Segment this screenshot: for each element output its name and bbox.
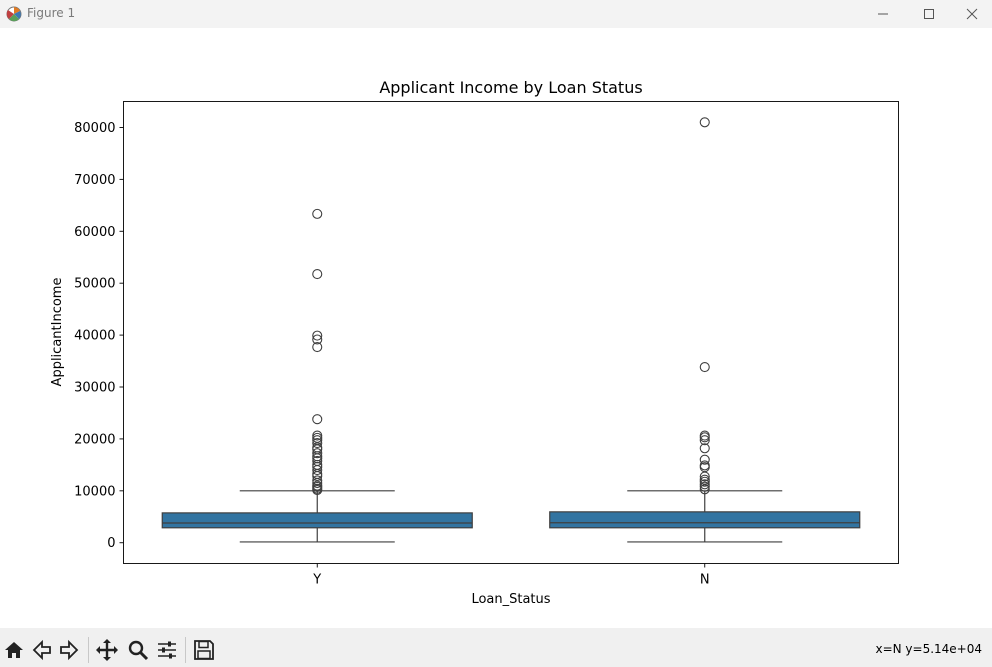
iqr-box — [161, 512, 473, 529]
save-button[interactable] — [192, 638, 216, 662]
zoom-button[interactable] — [126, 638, 150, 662]
forward-icon — [60, 639, 79, 661]
pan-icon — [96, 639, 118, 661]
outlier-point — [699, 435, 710, 446]
outlier-point — [312, 435, 323, 446]
y-tick-label: 80000 — [74, 121, 115, 136]
save-icon — [194, 640, 214, 660]
x-tick-label: N — [700, 573, 710, 588]
outlier-point — [312, 208, 323, 219]
outlier-point — [699, 443, 710, 454]
outlier-point — [312, 432, 323, 443]
chart-title: Applicant Income by Loan Status — [379, 78, 642, 97]
window-title: Figure 1 — [27, 6, 76, 20]
window-titlebar: Figure 1 — [0, 0, 992, 28]
y-tick-label: 60000 — [74, 225, 115, 240]
figure-canvas[interactable]: 0 10000 20000 30000 40000 50000 60000 70000 8000… — [0, 28, 992, 628]
outlier-point — [312, 438, 323, 449]
y-tick-label: 70000 — [74, 173, 115, 188]
outlier-point — [312, 341, 323, 353]
iqr-box — [549, 511, 861, 529]
zoom-icon — [128, 640, 149, 661]
close-icon — [966, 8, 978, 20]
axes-frame — [123, 101, 899, 564]
close-button[interactable] — [952, 0, 992, 28]
outlier-point — [699, 361, 710, 373]
outlier-point — [699, 479, 710, 490]
y-tick-label: 20000 — [74, 432, 115, 447]
outlier-point — [312, 430, 323, 441]
outlier-point — [312, 269, 323, 280]
navigation-toolbar: x=N y=5.14e+04 — [0, 628, 992, 667]
outlier-point — [312, 330, 323, 341]
x-axis-label: Loan_Status — [471, 592, 550, 607]
pan-button[interactable] — [95, 638, 119, 662]
outlier-point — [312, 455, 323, 467]
cursor-coordinates: x=N y=5.14e+04 — [875, 642, 982, 656]
y-tick-label: 0 — [107, 536, 115, 551]
outlier-point — [699, 430, 710, 441]
outlier-point — [312, 334, 323, 345]
configure-icon — [158, 641, 176, 659]
y-tick-label: 10000 — [74, 484, 115, 499]
outlier-point — [699, 481, 710, 492]
maximize-icon — [924, 9, 934, 19]
back-icon — [32, 639, 51, 661]
outlier-point — [699, 484, 710, 495]
home-button[interactable] — [2, 638, 26, 662]
outlier-point — [312, 448, 323, 459]
y-tick-label: 40000 — [74, 329, 115, 344]
y-tick-label: 30000 — [74, 381, 115, 396]
boxplot-chart: 0 10000 20000 30000 40000 50000 60000 70000 8000… — [50, 78, 899, 607]
y-tick-label: 50000 — [74, 277, 115, 292]
forward-button[interactable] — [57, 638, 81, 662]
matplotlib-icon — [6, 6, 22, 22]
minimize-icon — [878, 13, 888, 15]
outlier-point — [312, 414, 323, 425]
minimize-button[interactable] — [860, 0, 906, 28]
toolbar-separator — [88, 637, 89, 663]
outlier-point — [699, 474, 710, 485]
outlier-point — [699, 460, 710, 471]
x-tick-label: Y — [312, 573, 321, 588]
back-button[interactable] — [30, 638, 54, 662]
outlier-point — [699, 117, 710, 128]
configure-button[interactable] — [155, 638, 179, 662]
home-icon — [5, 642, 23, 658]
y-axis-label: ApplicantIncome — [50, 278, 65, 387]
outlier-point — [312, 480, 323, 491]
maximize-button[interactable] — [906, 0, 952, 28]
outlier-point — [312, 442, 323, 453]
outlier-point — [699, 454, 710, 465]
outlier-point — [312, 475, 323, 486]
toolbar-separator — [185, 637, 186, 663]
